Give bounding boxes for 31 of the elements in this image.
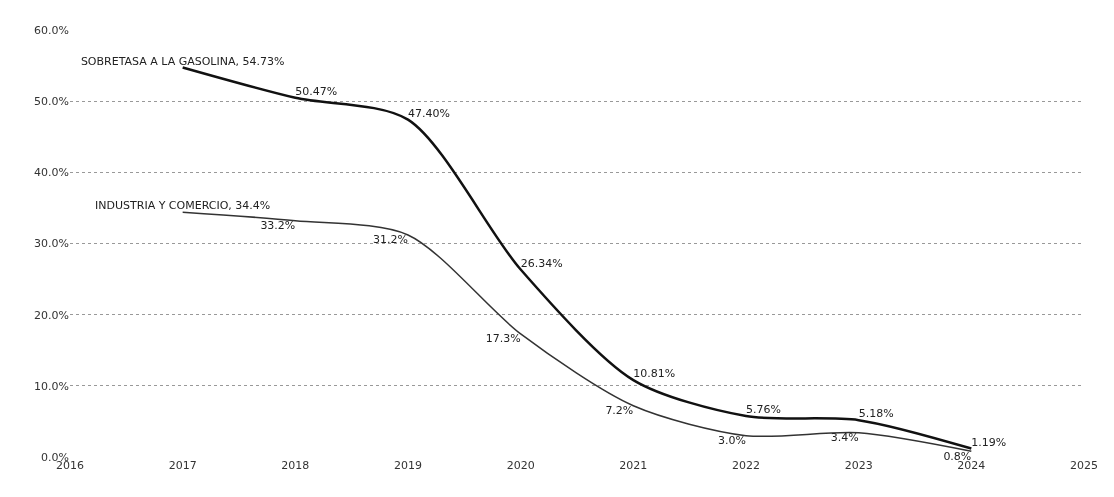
data-label: 50.47%	[295, 85, 338, 99]
data-label: SOBRETASA A LA GASOLINA, 54.73%	[80, 54, 285, 68]
data-label: 5.18%	[858, 407, 894, 421]
data-label: 31.2%	[373, 233, 408, 247]
x-tick-label: 2021	[619, 459, 648, 472]
data-label: 47.40%	[408, 106, 450, 120]
x-tick-label: 2019	[394, 459, 422, 472]
x-tick-label: 2018	[281, 459, 310, 472]
x-tick-label: 2017	[168, 459, 197, 472]
data-label: 3.4%	[830, 431, 859, 445]
y-tick-label: 60.0%	[34, 23, 69, 37]
x-tick-label: 2023	[844, 459, 873, 472]
y-tick-label: 30.0%	[34, 237, 69, 251]
data-label: 17.3%	[485, 332, 521, 346]
data-label: 33.2%	[260, 218, 296, 232]
y-tick-label: 20.0%	[34, 308, 69, 322]
x-tick-label: 2022	[732, 459, 760, 472]
data-label: 10.81%	[633, 367, 676, 381]
y-tick-label: 50.0%	[34, 95, 69, 109]
y-tick-label: 10.0%	[34, 379, 69, 393]
data-label: INDUSTRIA Y COMERCIO, 34.4%	[95, 199, 271, 213]
data-label: 1.19%	[971, 435, 1007, 449]
x-tick-label: 2025	[1070, 459, 1098, 472]
data-label: 7.2%	[605, 404, 634, 418]
x-tick-label: 2020	[506, 459, 535, 472]
data-label: 26.34%	[520, 256, 563, 270]
y-tick-label: 40.0%	[34, 166, 69, 180]
data-label: 3.0%	[718, 433, 746, 447]
data-label: 5.76%	[746, 403, 781, 417]
x-tick-label: 2024	[957, 459, 986, 472]
line-series	[181, 211, 973, 453]
